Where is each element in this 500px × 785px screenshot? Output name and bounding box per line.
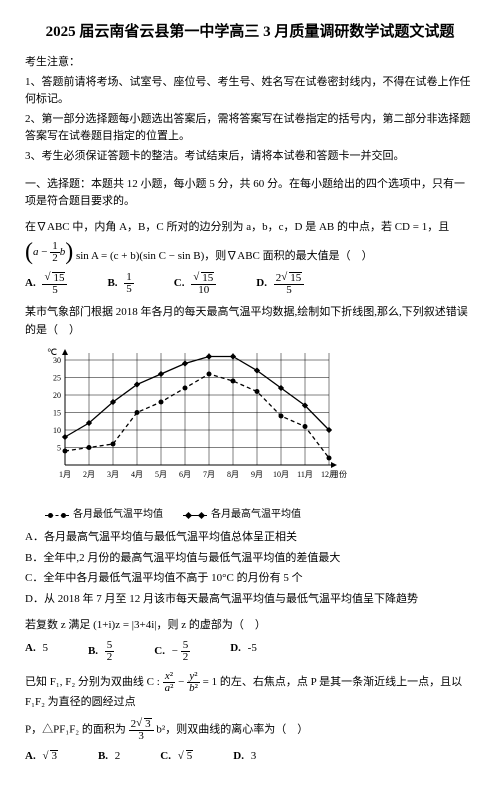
q4-b: B. 2 [98, 748, 120, 766]
q4-d: D. 3 [233, 748, 256, 766]
q2-d: D．从 2018 年 7 月至 12 月该市每天最高气温平均值与最低气温平均值呈… [25, 591, 475, 609]
svg-text:9月: 9月 [251, 470, 263, 479]
q3-choices: A. 5 B. 52 C. − 52 D. -5 [25, 640, 475, 663]
svg-text:6月: 6月 [179, 470, 191, 479]
question-4: 已知 F₁, F₂ 分别为双曲线 C : x²a² − y²b² = 1 的左、… [25, 671, 475, 765]
q3-a: A. 5 [25, 640, 48, 663]
q2-chart: ℃510152025301月2月3月4月5月6月7月8月9月10月11月12月月… [35, 345, 355, 505]
q2-b: B．全年中,2 月份的最高气温平均值与最低气温平均值的差值最大 [25, 550, 475, 568]
notice-head: 考生注意： [25, 54, 475, 72]
q1-stem-b: sin A = (c + b)(sin C − sin B)，则∇ABC 面积的… [76, 250, 373, 262]
q3-b: B. 52 [88, 640, 114, 663]
svg-text:3月: 3月 [107, 470, 119, 479]
q4-a: A. 3 [25, 748, 58, 766]
svg-text:8月: 8月 [227, 470, 239, 479]
dash-icon [45, 515, 69, 516]
question-2: 某市气象部门根据 2018 年各月的每天最高气温平均数据,绘制如下折线图,那么,… [25, 304, 475, 609]
q1-choices: A. 155 B. 15 C. 1510 D. 2155 [25, 272, 475, 296]
q1-a: A. 155 [25, 272, 67, 296]
svg-text:15: 15 [53, 409, 61, 418]
q4-stem-c: b²，则双曲线的离心率为（ ） [156, 723, 308, 735]
solid-icon [183, 515, 207, 516]
svg-text:20: 20 [53, 391, 61, 400]
q2-a: A．各月最高气温平均值与最低气温平均值总体呈正相关 [25, 529, 475, 547]
q1-stem-a: 在∇ABC 中，内角 A，B，C 所对的边分别为 a，b，c，D 是 AB 的中… [25, 221, 449, 233]
svg-text:4月: 4月 [131, 470, 143, 479]
q4-stem-b: P，△PF₁F₂ 的面积为 [25, 723, 126, 735]
notice-3: 3、考生必须保证答题卡的整洁。考试结束后，请将本试卷和答题卡一并交回。 [25, 148, 475, 166]
notice-2: 2、第一部分选择题每小题选出答案后，需将答案写在试卷指定的括号内，第二部分非选择… [25, 111, 475, 146]
svg-text:30: 30 [53, 356, 61, 365]
question-1: 在∇ABC 中，内角 A，B，C 所对的边分别为 a，b，c，D 是 AB 的中… [25, 219, 475, 296]
q3-d: D. -5 [230, 640, 257, 663]
q4-c: C. 5 [160, 748, 193, 766]
notice-1: 1、答题前请将考场、试室号、座位号、考生号、姓名写在试卷密封线内，不得在试卷上作… [25, 74, 475, 109]
q2-options: A．各月最高气温平均值与最低气温平均值总体呈正相关 B．全年中,2 月份的最高气… [25, 529, 475, 608]
svg-text:10月: 10月 [273, 470, 289, 479]
q1-d: D. 2155 [256, 272, 304, 296]
q1-b: B. 15 [107, 272, 133, 296]
q3-stem: 若复数 z 满足 (1+i)z = |3+4i|，则 z 的虚部为（ ） [25, 617, 475, 635]
q1-c: C. 1510 [174, 272, 216, 296]
question-3: 若复数 z 满足 (1+i)z = |3+4i|，则 z 的虚部为（ ） A. … [25, 617, 475, 664]
svg-text:1月: 1月 [59, 470, 71, 479]
legend-low: 各月最低气温平均值 [45, 507, 163, 523]
svg-text:11月: 11月 [297, 470, 313, 479]
q2-legend: 各月最低气温平均值 各月最高气温平均值 [45, 507, 475, 523]
svg-text:10: 10 [53, 426, 61, 435]
q4-choices: A. 3 B. 2 C. 5 D. 3 [25, 748, 475, 766]
page-title: 2025 届云南省云县第一中学高三 3 月质量调研数学试题文试题 [25, 20, 475, 44]
svg-text:7月: 7月 [203, 470, 215, 479]
svg-text:月份: 月份 [331, 469, 347, 479]
q3-c: C. − 52 [154, 640, 190, 663]
q4-stem-a: 已知 F₁, F₂ 分别为双曲线 C : [25, 676, 160, 688]
svg-text:5: 5 [57, 444, 61, 453]
legend-high: 各月最高气温平均值 [183, 507, 301, 523]
svg-text:25: 25 [53, 374, 61, 383]
q2-c: C．全年中各月最低气温平均值不高于 10°C 的月份有 5 个 [25, 570, 475, 588]
q1-left-expr: a − 12b [25, 240, 73, 264]
svg-text:2月: 2月 [83, 470, 95, 479]
q2-stem: 某市气象部门根据 2018 年各月的每天最高气温平均数据,绘制如下折线图,那么,… [25, 304, 475, 339]
section-header: 一、选择题：本题共 12 小题，每小题 5 分，共 60 分。在每小题给出的四个… [25, 176, 475, 211]
svg-text:5月: 5月 [155, 470, 167, 479]
